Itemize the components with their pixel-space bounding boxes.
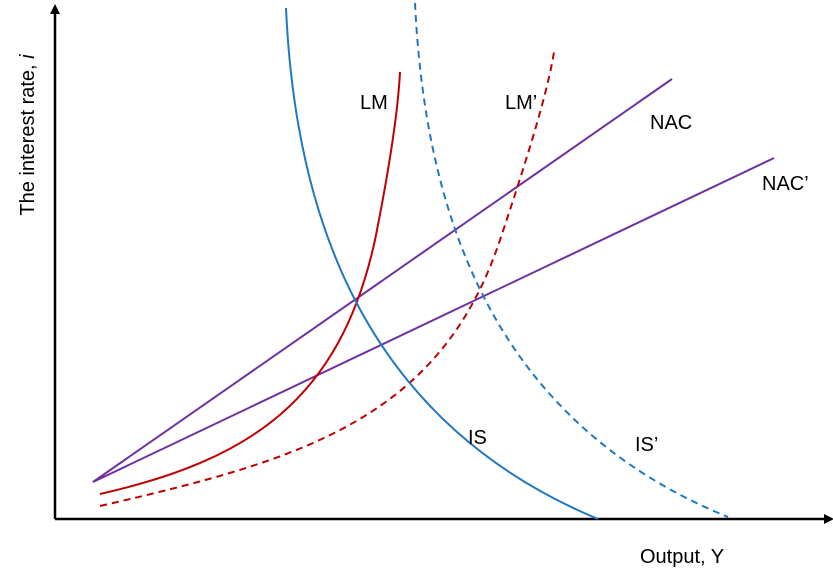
is-label: IS [468, 427, 487, 449]
is-curve [285, 7, 599, 520]
y-axis-title: The interest rate, i [17, 54, 39, 216]
nac-line [92, 78, 673, 483]
nac-prime-line [92, 157, 775, 483]
lm-curve [99, 71, 401, 495]
nac-prime-label: NAC’ [762, 173, 809, 195]
x-axis-title: Output, Y [640, 546, 724, 568]
y-axis-title-var: i [17, 54, 39, 59]
is-prime-label: IS’ [635, 434, 658, 456]
nac-label: NAC [650, 112, 692, 134]
y-axis-title-text: The interest rate, [17, 59, 39, 216]
lm-prime-label: LM’ [505, 92, 537, 114]
is-prime-curve [414, 2, 729, 518]
lm-label: LM [360, 92, 388, 114]
lm-prime-curve [99, 51, 555, 507]
